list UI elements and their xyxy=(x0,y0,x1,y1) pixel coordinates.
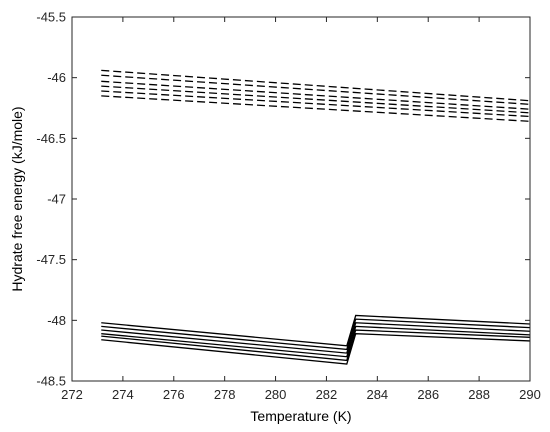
x-tick-label-278: 278 xyxy=(214,387,236,402)
y-axis-label: Hydrate free energy (kJ/mole) xyxy=(9,106,25,291)
x-tick-label-290: 290 xyxy=(519,387,541,402)
solid-series-line-7 xyxy=(101,314,531,347)
x-tick-label-288: 288 xyxy=(468,387,490,402)
y-tick-label--48.5: -48.5 xyxy=(36,374,66,389)
solid-series-line-12 xyxy=(101,333,531,365)
x-tick-label-280: 280 xyxy=(265,387,287,402)
x-tick-label-284: 284 xyxy=(366,387,388,402)
x-axis-label: Temperature (K) xyxy=(250,408,351,424)
x-tick-label-282: 282 xyxy=(316,387,338,402)
x-tick-label-274: 274 xyxy=(112,387,134,402)
x-tick-label-276: 276 xyxy=(163,387,185,402)
x-tick-label-272: 272 xyxy=(61,387,83,402)
ticks-layer: 272 274 276 278 280 282 284 286 288 290 -45.5 -46 -4… xyxy=(36,10,540,403)
y-tick-label--48: -48 xyxy=(47,313,66,328)
x-tick-label-286: 286 xyxy=(417,387,439,402)
y-tick-label--45.5: -45.5 xyxy=(36,10,66,25)
solid-series-line-11 xyxy=(101,329,531,362)
solid-series-line-8 xyxy=(101,318,531,351)
y-tick-label--47.5: -47.5 xyxy=(36,252,66,267)
solid-series-line-10 xyxy=(101,325,531,358)
y-tick-label--47: -47 xyxy=(47,192,66,207)
solid-series-line-9 xyxy=(101,322,531,354)
y-tick-label--46.5: -46.5 xyxy=(36,131,66,146)
y-tick-label--46: -46 xyxy=(47,70,66,85)
series-layer xyxy=(101,69,531,365)
